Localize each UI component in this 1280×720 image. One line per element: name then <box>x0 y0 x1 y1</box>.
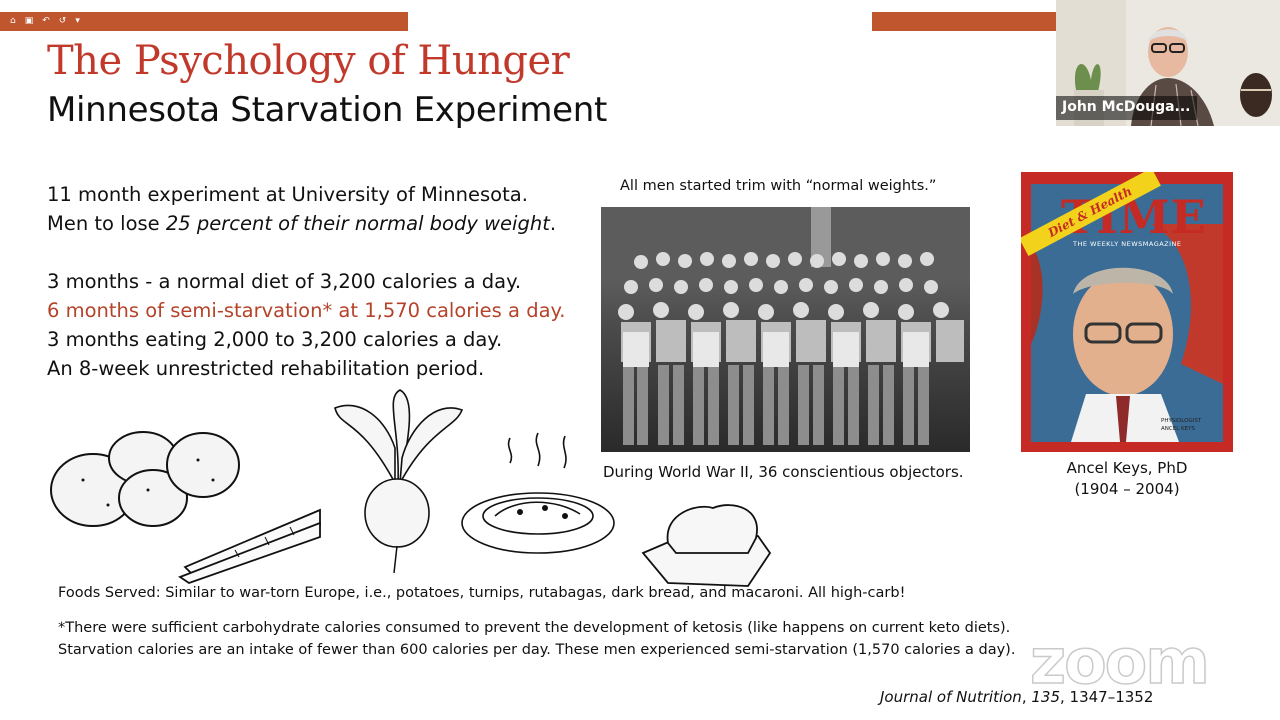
time-tagline: THE WEEKLY NEWSMAGAZINE <box>1073 240 1182 248</box>
bullet-list: 11 month experiment at University of Min… <box>47 180 565 383</box>
time-magazine-cover: TIME THE WEEKLY NEWSMAGAZINE Diet & Heal… <box>1021 172 1233 452</box>
slide-title: The Psychology of Hunger <box>47 38 570 84</box>
carrots-illustration <box>178 508 321 584</box>
bullet-line: 3 months - a normal diet of 3,200 calori… <box>47 270 522 293</box>
undo-icon[interactable]: ↶ <box>42 16 50 26</box>
quick-access-toolbar: ⌂ ▣ ↶ ↺ ▾ <box>0 12 408 31</box>
potatoes-illustration <box>50 431 240 527</box>
bullet-line: 3 months eating 2,000 to 3,200 calories … <box>47 328 503 351</box>
footnote: *There were sufficient carbohydrate calo… <box>58 617 1015 661</box>
person-years: (1904 – 2004) <box>1074 480 1180 498</box>
dropdown-icon[interactable]: ▾ <box>75 16 80 26</box>
bullet-line-highlight: 6 months of semi-starvation* at 1,570 ca… <box>47 299 566 322</box>
person-name: Ancel Keys, PhD <box>1066 459 1188 477</box>
person-caption: Ancel Keys, PhD (1904 – 2004) <box>1021 458 1233 500</box>
slide-subtitle: Minnesota Starvation Experiment <box>47 90 608 130</box>
photo-caption-top: All men started trim with “normal weight… <box>620 178 937 194</box>
home-icon[interactable]: ⌂ <box>10 16 16 26</box>
time-small-label: ANCEL KEYS <box>1161 426 1195 432</box>
redo-icon[interactable]: ↺ <box>58 16 67 26</box>
footnote-line: Starvation calories are an intake of few… <box>58 642 1016 658</box>
footnote-line: *There were sufficient carbohydrate calo… <box>58 620 1011 636</box>
turnip-illustration <box>334 389 464 573</box>
macaroni-illustration <box>461 432 615 554</box>
time-small-label: PHYSIOLOGIST <box>1161 418 1202 424</box>
bullet-line: Men to lose 25 percent of their normal b… <box>47 212 557 235</box>
bullet-line: An 8-week unrestricted rehabilitation pe… <box>47 357 485 380</box>
foods-served-text: Foods Served: Similar to war-torn Europe… <box>58 585 906 601</box>
accent-bar <box>872 12 1056 31</box>
journal-citation: Journal of Nutrition, 135, 1347–1352 <box>880 688 1154 706</box>
bullet-line: 11 month experiment at University of Min… <box>47 183 528 206</box>
spacer <box>47 238 565 267</box>
zoom-watermark: zoom <box>1029 624 1210 699</box>
group-photo <box>601 207 970 452</box>
bread-illustration <box>641 504 772 587</box>
participant-name: John McDouga... <box>1056 96 1197 120</box>
photo-caption-bottom: During World War II, 36 conscientious ob… <box>603 463 964 481</box>
save-icon[interactable]: ▣ <box>24 16 34 26</box>
